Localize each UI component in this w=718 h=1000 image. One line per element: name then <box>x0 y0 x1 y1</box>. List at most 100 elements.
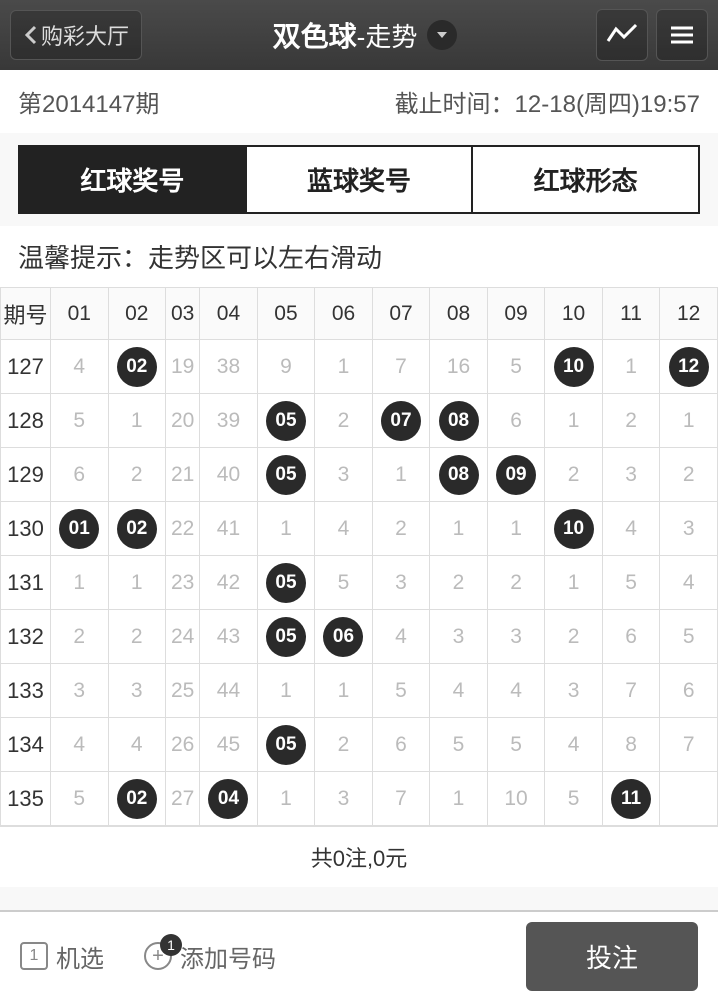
trend-cell[interactable]: 10 <box>545 502 603 556</box>
trend-cell[interactable]: 20 <box>166 394 200 448</box>
trend-cell[interactable]: 9 <box>257 340 315 394</box>
trend-cell[interactable]: 7 <box>372 340 430 394</box>
trend-cell[interactable]: 05 <box>257 556 315 610</box>
menu-icon-button[interactable] <box>656 9 708 61</box>
trend-cell[interactable]: 19 <box>166 340 200 394</box>
trend-cell[interactable]: 5 <box>487 718 545 772</box>
trend-cell[interactable]: 6 <box>372 718 430 772</box>
trend-cell[interactable]: 6 <box>660 664 718 718</box>
trend-cell[interactable]: 39 <box>200 394 258 448</box>
trend-cell[interactable]: 05 <box>257 394 315 448</box>
trend-cell[interactable]: 1 <box>257 502 315 556</box>
trend-cell[interactable]: 5 <box>660 610 718 664</box>
trend-cell[interactable]: 2 <box>51 610 109 664</box>
trend-cell[interactable]: 05 <box>257 610 315 664</box>
trend-cell[interactable]: 10 <box>545 340 603 394</box>
trend-cell[interactable]: 1 <box>430 772 488 826</box>
trend-cell[interactable]: 10 <box>487 772 545 826</box>
trend-cell[interactable]: 02 <box>108 772 166 826</box>
trend-cell[interactable]: 5 <box>545 772 603 826</box>
trend-cell[interactable]: 3 <box>315 772 373 826</box>
trend-cell[interactable]: 5 <box>315 556 373 610</box>
trend-cell[interactable]: 4 <box>108 718 166 772</box>
trend-cell[interactable]: 1 <box>257 664 315 718</box>
trend-cell[interactable]: 43 <box>200 610 258 664</box>
trend-cell[interactable]: 3 <box>430 610 488 664</box>
trend-cell[interactable]: 7 <box>660 718 718 772</box>
trend-cell[interactable]: 2 <box>487 556 545 610</box>
trend-cell[interactable]: 3 <box>108 664 166 718</box>
trend-cell[interactable]: 1 <box>51 556 109 610</box>
trend-cell[interactable]: 05 <box>257 718 315 772</box>
trend-cell[interactable]: 2 <box>108 610 166 664</box>
trend-cell[interactable]: 12 <box>660 340 718 394</box>
trend-cell[interactable]: 5 <box>487 340 545 394</box>
trend-cell[interactable]: 02 <box>108 340 166 394</box>
trend-cell[interactable]: 3 <box>51 664 109 718</box>
trend-icon-button[interactable] <box>596 9 648 61</box>
trend-cell[interactable]: 3 <box>372 556 430 610</box>
tab-0[interactable]: 红球奖号 <box>20 147 247 212</box>
trend-cell[interactable]: 2 <box>545 610 603 664</box>
trend-cell[interactable]: 2 <box>315 718 373 772</box>
trend-cell[interactable]: 1 <box>545 394 603 448</box>
trend-cell[interactable]: 26 <box>166 718 200 772</box>
trend-cell[interactable]: 1 <box>315 664 373 718</box>
trend-cell[interactable]: 38 <box>200 340 258 394</box>
trend-cell[interactable]: 24 <box>166 610 200 664</box>
trend-cell[interactable]: 4 <box>487 664 545 718</box>
trend-cell[interactable]: 6 <box>487 394 545 448</box>
trend-table[interactable]: 期号01020304050607080910111212740219389171… <box>0 287 718 826</box>
trend-cell[interactable]: 08 <box>430 394 488 448</box>
trend-cell[interactable]: 1 <box>545 556 603 610</box>
trend-cell[interactable]: 05 <box>257 448 315 502</box>
bet-button[interactable]: 投注 <box>526 922 698 991</box>
trend-cell[interactable]: 07 <box>372 394 430 448</box>
trend-cell[interactable]: 4 <box>51 718 109 772</box>
trend-cell[interactable]: 45 <box>200 718 258 772</box>
trend-cell[interactable]: 2 <box>545 448 603 502</box>
trend-cell[interactable]: 5 <box>602 556 660 610</box>
trend-cell[interactable]: 5 <box>51 394 109 448</box>
trend-cell[interactable]: 41 <box>200 502 258 556</box>
trend-cell[interactable]: 2 <box>108 448 166 502</box>
add-number-button[interactable]: + 1 添加号码 <box>144 939 276 974</box>
trend-cell[interactable]: 4 <box>602 502 660 556</box>
trend-cell[interactable]: 1 <box>372 448 430 502</box>
trend-cell[interactable]: 1 <box>108 556 166 610</box>
trend-cell[interactable]: 4 <box>372 610 430 664</box>
tab-2[interactable]: 红球形态 <box>473 147 698 212</box>
trend-cell[interactable]: 8 <box>602 718 660 772</box>
trend-cell[interactable]: 27 <box>166 772 200 826</box>
trend-cell[interactable]: 4 <box>430 664 488 718</box>
trend-cell[interactable]: 08 <box>430 448 488 502</box>
trend-cell[interactable]: 06 <box>315 610 373 664</box>
trend-cell[interactable]: 4 <box>315 502 373 556</box>
trend-cell[interactable]: 04 <box>200 772 258 826</box>
trend-cell[interactable] <box>660 772 718 826</box>
trend-cell[interactable]: 3 <box>602 448 660 502</box>
trend-cell[interactable]: 3 <box>545 664 603 718</box>
trend-cell[interactable]: 1 <box>430 502 488 556</box>
trend-cell[interactable]: 4 <box>660 556 718 610</box>
trend-cell[interactable]: 6 <box>602 610 660 664</box>
page-title[interactable]: 双色球-走势 <box>142 15 588 55</box>
trend-cell[interactable]: 2 <box>372 502 430 556</box>
trend-cell[interactable]: 7 <box>602 664 660 718</box>
trend-cell[interactable]: 3 <box>487 610 545 664</box>
trend-cell[interactable]: 09 <box>487 448 545 502</box>
trend-cell[interactable]: 2 <box>315 394 373 448</box>
trend-cell[interactable]: 25 <box>166 664 200 718</box>
trend-cell[interactable]: 42 <box>200 556 258 610</box>
trend-cell[interactable]: 2 <box>602 394 660 448</box>
trend-cell[interactable]: 4 <box>51 340 109 394</box>
trend-cell[interactable]: 23 <box>166 556 200 610</box>
trend-cell[interactable]: 5 <box>430 718 488 772</box>
dropdown-icon[interactable] <box>427 20 457 50</box>
trend-cell[interactable]: 6 <box>51 448 109 502</box>
trend-cell[interactable]: 1 <box>602 340 660 394</box>
trend-cell[interactable]: 02 <box>108 502 166 556</box>
random-pick-button[interactable]: 1 机选 <box>20 939 104 974</box>
trend-cell[interactable]: 1 <box>660 394 718 448</box>
trend-cell[interactable]: 2 <box>430 556 488 610</box>
